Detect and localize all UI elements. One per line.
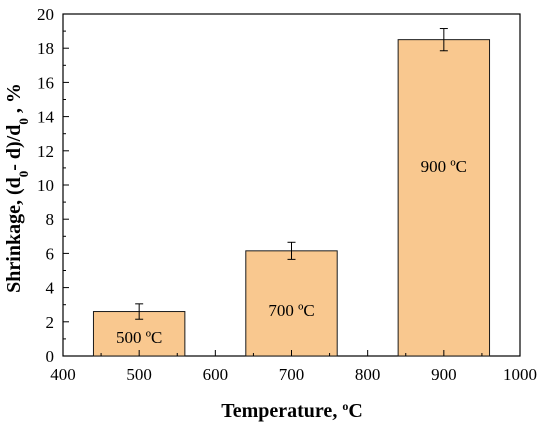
y-tick-label: 12 (37, 142, 54, 161)
y-tick-label: 14 (37, 108, 55, 127)
bar (245, 250, 338, 357)
y-tick-label: 2 (46, 313, 55, 332)
y-axis-title: Shrinkage, (d0- d)/d0 , % (3, 83, 31, 293)
y-tick-label: 10 (37, 176, 54, 195)
y-tick-label: 6 (46, 244, 55, 263)
bar-labels: 500 ºC 700 ºC 900 ºC (116, 157, 467, 347)
bar-label: 700 ºC (268, 301, 314, 320)
y-tick-label: 4 (46, 279, 55, 298)
error-bars (135, 28, 448, 320)
x-axis: 400 500 600 700 800 900 1000 (50, 350, 537, 384)
bar (397, 39, 491, 357)
y-tick-label: 8 (46, 210, 55, 229)
x-tick-label: 600 (203, 365, 229, 384)
x-tick-label: 1000 (503, 365, 537, 384)
y-tick-label: 0 (46, 347, 55, 366)
bar-label: 500 ºC (116, 328, 162, 347)
y-tick-label: 20 (37, 5, 54, 24)
x-tick-label: 900 (431, 365, 457, 384)
x-tick-label: 500 (126, 365, 152, 384)
y-tick-label: 18 (37, 39, 54, 58)
y-tick-label: 16 (37, 73, 54, 92)
x-tick-label: 700 (279, 365, 305, 384)
x-tick-label: 400 (50, 365, 76, 384)
x-tick-label: 800 (355, 365, 381, 384)
bar-label: 900 ºC (421, 157, 467, 176)
x-axis-title: Temperature, oC (221, 399, 363, 422)
y-axis: 0 2 4 6 8 10 12 14 16 18 20 (37, 5, 69, 366)
